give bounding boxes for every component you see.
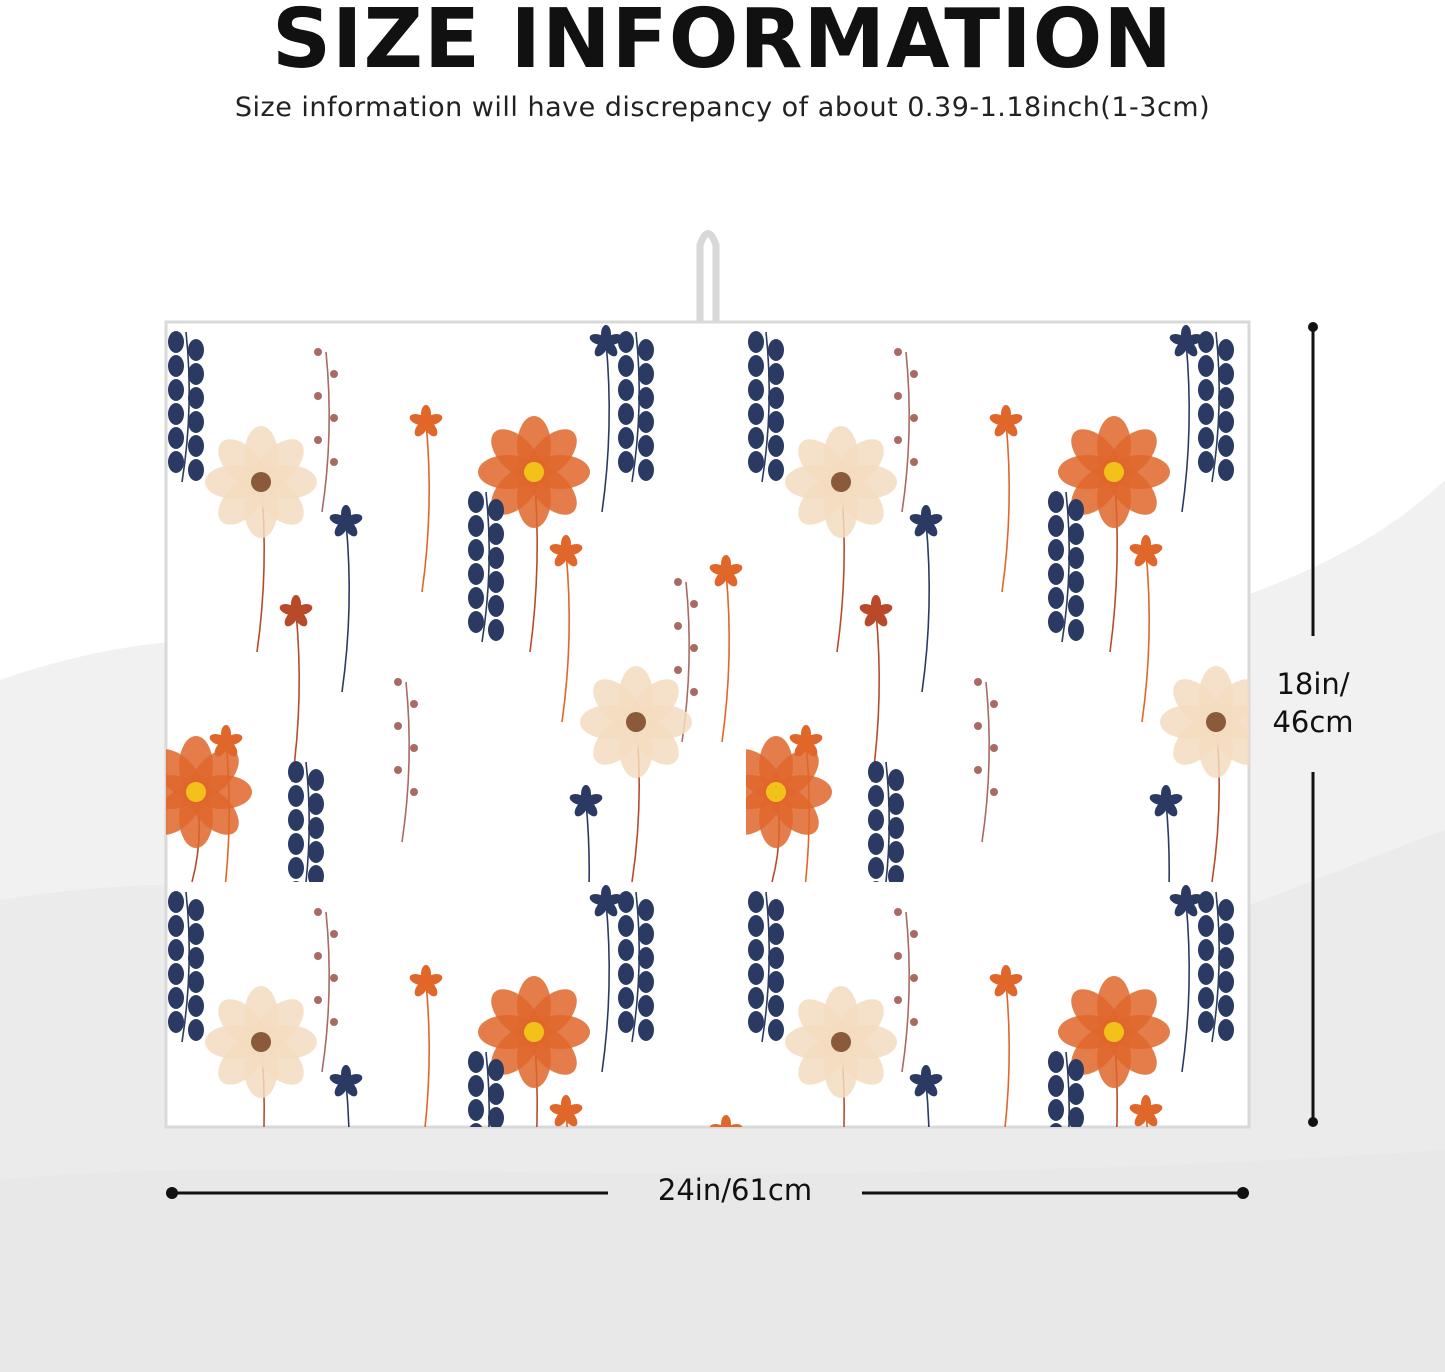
height-label-line1: 18in/ [1276, 667, 1350, 701]
height-label-line2: 46cm [1272, 705, 1354, 739]
page-title: SIZE INFORMATION [271, 0, 1174, 87]
width-end-dot [1237, 1187, 1249, 1199]
width-end-dot [166, 1187, 178, 1199]
height-label: 18in/ 46cm [1255, 665, 1371, 741]
hanging-loop [696, 230, 720, 322]
height-end-dot [1308, 1117, 1318, 1127]
height-end-dot [1308, 322, 1318, 332]
size-discrepancy-note: Size information will have discrepancy o… [234, 92, 1211, 123]
width-label: 24in/61cm [657, 1173, 813, 1207]
floral-pattern [166, 322, 1249, 1127]
